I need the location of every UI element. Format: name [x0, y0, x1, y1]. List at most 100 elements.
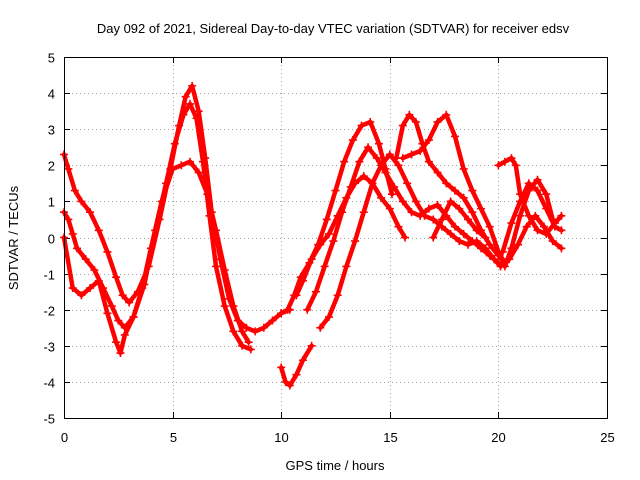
- data-point-marker: [401, 233, 410, 242]
- data-point-marker: [355, 157, 364, 166]
- data-point-marker: [194, 107, 203, 116]
- data-point-marker: [138, 284, 147, 293]
- data-point-marker: [507, 219, 516, 228]
- data-point-marker: [548, 237, 557, 246]
- data-point-marker: [298, 356, 307, 365]
- data-point-marker: [533, 186, 542, 195]
- data-point-marker: [485, 240, 494, 249]
- data-point-marker: [433, 168, 442, 177]
- x-tick-label: 5: [170, 430, 177, 445]
- data-point-marker: [366, 117, 375, 126]
- data-point-marker: [446, 197, 455, 206]
- data-point-marker: [238, 327, 247, 336]
- data-point-marker: [498, 247, 507, 256]
- data-point-marker: [557, 244, 566, 253]
- data-point-marker: [346, 182, 355, 191]
- data-point-marker: [220, 265, 229, 274]
- data-point-marker: [516, 197, 525, 206]
- data-point-marker: [531, 211, 540, 220]
- y-tick-label: 1: [48, 195, 55, 210]
- data-point-marker: [385, 150, 394, 159]
- data-point-marker: [424, 136, 433, 145]
- chart-title: Day 092 of 2021, Sidereal Day-to-day VTE…: [97, 21, 570, 36]
- series-line: [496, 155, 564, 237]
- data-point-marker: [505, 255, 514, 264]
- series-line: [500, 181, 564, 255]
- data-point-marker: [157, 197, 166, 206]
- data-point-marker: [333, 291, 342, 300]
- y-axis-label: SDTVAR / TECUs: [6, 185, 21, 290]
- data-point-marker: [442, 179, 451, 188]
- series-trace-13: [505, 211, 566, 264]
- data-point-marker: [316, 323, 325, 332]
- data-point-marker: [377, 193, 386, 202]
- data-point-marker: [494, 161, 503, 170]
- series-trace-11: [429, 197, 490, 242]
- data-point-marker: [268, 316, 277, 325]
- data-point-marker: [324, 312, 333, 321]
- data-point-marker: [557, 226, 566, 235]
- data-point-marker: [188, 81, 197, 90]
- data-point-marker: [238, 341, 247, 350]
- series-trace-2: [60, 81, 294, 336]
- data-point-marker: [324, 229, 333, 238]
- data-point-marker: [338, 208, 347, 217]
- data-point-marker: [292, 370, 301, 379]
- data-point-marker: [212, 262, 221, 271]
- x-axis-label: GPS time / hours: [286, 458, 385, 473]
- data-point-marker: [348, 136, 357, 145]
- data-point-marker: [463, 215, 472, 224]
- data-point-marker: [403, 179, 412, 188]
- series-line: [318, 152, 503, 331]
- y-tick-label: -5: [43, 412, 55, 427]
- data-point-marker: [246, 345, 255, 354]
- data-point-marker: [398, 154, 407, 163]
- data-point-marker: [442, 110, 451, 119]
- data-point-marker: [377, 161, 386, 170]
- data-point-marker: [185, 99, 194, 108]
- data-point-marker: [68, 229, 77, 238]
- data-point-marker: [168, 164, 177, 173]
- data-point-marker: [129, 312, 138, 321]
- data-point-marker: [90, 265, 99, 274]
- data-point-marker: [437, 215, 446, 224]
- data-point-marker: [542, 204, 551, 213]
- data-point-marker: [125, 298, 134, 307]
- data-point-marker: [94, 276, 103, 285]
- plot-frame: [64, 57, 608, 419]
- data-point-marker: [385, 204, 394, 213]
- data-point-marker: [342, 262, 351, 271]
- series-line: [61, 159, 251, 356]
- data-point-marker: [455, 237, 464, 246]
- data-point-marker: [450, 132, 459, 141]
- data-point-marker: [281, 377, 290, 386]
- data-point-marker: [357, 121, 366, 130]
- data-point-marker: [507, 154, 516, 163]
- data-point-marker: [175, 121, 184, 130]
- data-point-marker: [433, 201, 442, 210]
- y-tick-label: -3: [43, 340, 55, 355]
- x-tick-label: 20: [491, 430, 505, 445]
- data-point-marker: [307, 341, 316, 350]
- data-point-marker: [513, 240, 522, 249]
- data-point-marker: [359, 172, 368, 181]
- data-point-marker: [181, 92, 190, 101]
- x-tick-label: 15: [383, 430, 397, 445]
- data-point-marker: [459, 193, 468, 202]
- data-point-marker: [68, 284, 77, 293]
- data-point-marker: [424, 157, 433, 166]
- data-point-marker: [372, 154, 381, 163]
- data-point-marker: [103, 309, 112, 318]
- data-point-marker: [485, 222, 494, 231]
- data-point-marker: [407, 150, 416, 159]
- data-point-marker: [203, 190, 212, 199]
- data-point-marker: [229, 302, 238, 311]
- data-point-marker: [114, 316, 123, 325]
- data-point-marker: [416, 146, 425, 155]
- data-point-marker: [533, 175, 542, 184]
- data-point-marker: [322, 215, 331, 224]
- data-point-marker: [64, 215, 73, 224]
- data-point-marker: [411, 117, 420, 126]
- y-tick-label: 0: [48, 232, 55, 247]
- data-point-marker: [244, 338, 253, 347]
